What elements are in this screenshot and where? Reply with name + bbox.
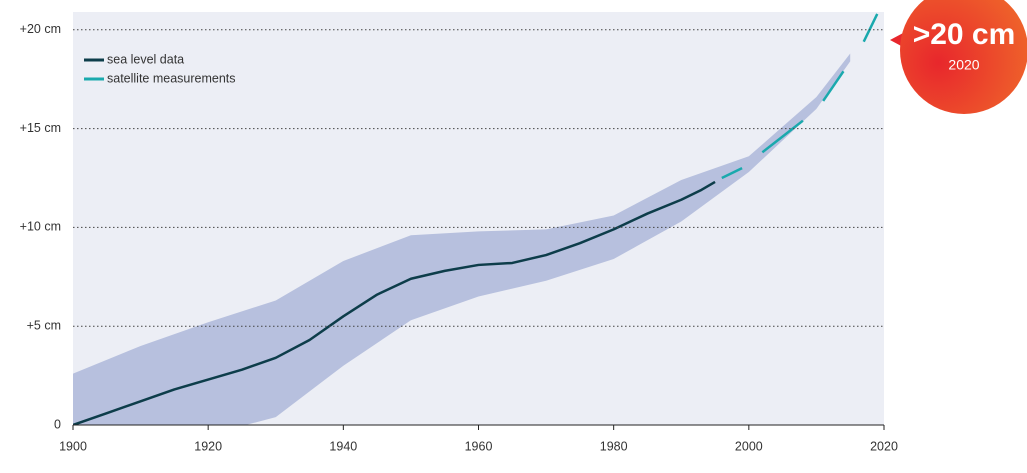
x-tick-label: 1900: [59, 439, 87, 453]
y-tick-label: +5 cm: [27, 318, 61, 332]
overlay: 0 +5 cm +10 cm +15 cm +20 cm 1900 1920 1940 1960…: [20, 22, 898, 453]
x-tick-label: 2020: [870, 439, 898, 453]
annotation-label: >20 cm: [913, 18, 1016, 51]
legend-label: sea level data: [107, 52, 184, 66]
y-tick-label: 0: [54, 417, 61, 431]
legend-label: satellite measurements: [107, 71, 236, 85]
y-tick-label: +15 cm: [20, 121, 61, 135]
x-tick-label: 1920: [194, 439, 222, 453]
x-tick-label: 1940: [329, 439, 357, 453]
y-tick-label: +20 cm: [20, 22, 61, 36]
x-tick-label: 1980: [600, 439, 628, 453]
x-tick-label: 2000: [735, 439, 763, 453]
series-line: [721, 13, 879, 180]
annotation-sublabel: 2020: [948, 57, 979, 73]
uncertainty-band: [73, 53, 851, 425]
annotation: >20 cm 2020: [890, 0, 1027, 114]
x-tick-label: 1960: [465, 439, 493, 453]
annotation-bubble: [900, 0, 1027, 114]
plot-area: [73, 13, 879, 425]
y-tick-label: +10 cm: [20, 220, 61, 234]
